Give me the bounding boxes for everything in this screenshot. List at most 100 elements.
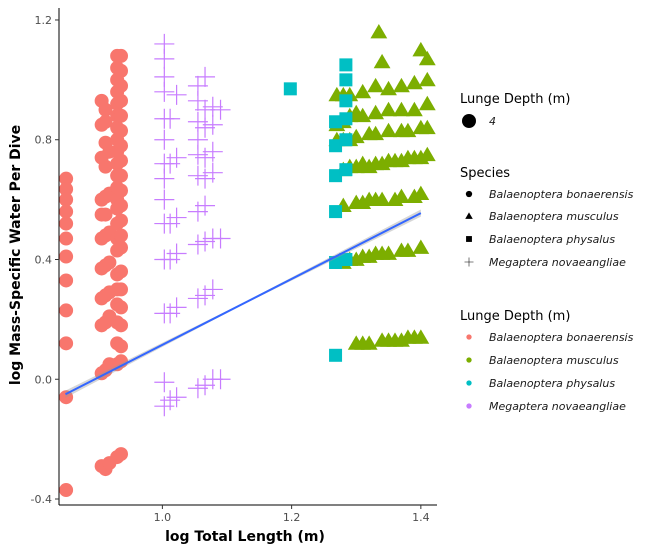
legend-label: Balaenoptera musculus — [489, 210, 619, 223]
data-point-balaenoptera-musculus — [418, 95, 436, 111]
x-tick-label: 1.4 — [412, 511, 430, 524]
data-point-balaenoptera-bonaerensis — [114, 153, 129, 168]
data-point-balaenoptera-bonaerensis — [114, 339, 129, 354]
data-point-megaptera-novaeangliae — [166, 387, 187, 408]
data-point-balaenoptera-musculus — [412, 41, 430, 57]
legend-label: Megaptera novaeangliae — [489, 400, 626, 413]
data-point-balaenoptera-bonaerensis — [114, 300, 129, 315]
data-point-balaenoptera-physalus — [329, 169, 343, 183]
data-point-megaptera-novaeangliae — [166, 84, 187, 105]
data-point-megaptera-novaeangliae — [202, 114, 223, 135]
data-point-balaenoptera-musculus — [418, 146, 436, 162]
data-point-megaptera-novaeangliae — [202, 279, 223, 300]
legend-key-triangle — [465, 212, 473, 219]
x-tick-label: 1.2 — [283, 511, 301, 524]
data-point-balaenoptera-musculus — [405, 74, 423, 90]
data-point-megaptera-novaeangliae — [154, 168, 175, 189]
data-point-megaptera-novaeangliae — [166, 243, 187, 264]
data-point-balaenoptera-bonaerensis — [114, 63, 129, 78]
data-point-megaptera-novaeangliae — [195, 231, 216, 252]
data-point-balaenoptera-bonaerensis — [98, 159, 113, 174]
data-point-megaptera-novaeangliae — [154, 189, 175, 210]
data-point-balaenoptera-musculus — [412, 329, 430, 344]
data-point-balaenoptera-bonaerensis — [114, 168, 129, 183]
data-point-balaenoptera-bonaerensis — [59, 336, 74, 351]
data-point-megaptera-novaeangliae — [154, 396, 175, 417]
data-point-megaptera-novaeangliae — [154, 48, 175, 69]
data-point-balaenoptera-musculus — [418, 50, 436, 66]
data-point-balaenoptera-bonaerensis — [59, 249, 74, 264]
legend-label: Balaenoptera physalus — [489, 377, 615, 390]
data-point-megaptera-novaeangliae — [160, 108, 181, 129]
data-point-balaenoptera-musculus — [412, 239, 430, 254]
data-point-balaenoptera-bonaerensis — [114, 123, 129, 138]
data-point-megaptera-novaeangliae — [154, 81, 175, 102]
y-axis-title: log Mass-Specific Water Per Dive — [8, 125, 24, 385]
data-point-balaenoptera-physalus — [283, 82, 297, 96]
data-point-balaenoptera-bonaerensis — [114, 228, 129, 243]
legend-label: Balaenoptera bonaerensis — [489, 331, 634, 344]
data-point-balaenoptera-musculus — [354, 107, 372, 123]
data-point-megaptera-novaeangliae — [195, 285, 216, 306]
legend-key-circle — [466, 357, 472, 363]
data-point-megaptera-novaeangliae — [195, 66, 216, 87]
data-point-balaenoptera-musculus — [370, 23, 388, 39]
data-point-balaenoptera-physalus — [339, 58, 353, 72]
data-point-balaenoptera-musculus — [373, 191, 391, 207]
data-point-balaenoptera-bonaerensis — [59, 273, 74, 288]
data-point-balaenoptera-musculus — [418, 71, 436, 87]
data-point-balaenoptera-bonaerensis — [114, 282, 129, 297]
y-tick-label: 0.8 — [35, 134, 53, 147]
data-point-balaenoptera-bonaerensis — [114, 198, 129, 213]
legend: Lunge Depth (m) 4 Species Balaenoptera bona… — [460, 92, 634, 413]
data-point-balaenoptera-musculus — [399, 242, 417, 257]
data-point-balaenoptera-physalus — [339, 163, 353, 177]
data-point-balaenoptera-bonaerensis — [98, 114, 113, 129]
legend-key-square — [466, 236, 472, 242]
legend-title: Lunge Depth (m) — [460, 92, 570, 107]
y-tick-label: 0.0 — [35, 373, 53, 386]
data-point-balaenoptera-bonaerensis — [59, 171, 74, 186]
legend-title: Lunge Depth (m) — [460, 309, 570, 324]
legend-label: Balaenoptera physalus — [489, 233, 615, 246]
data-point-megaptera-novaeangliae — [202, 162, 223, 183]
data-point-balaenoptera-musculus — [380, 122, 397, 138]
legend-shape: Species Balaenoptera bonaerensis Balaenopt… — [460, 166, 634, 269]
data-point-balaenoptera-musculus — [393, 188, 410, 204]
y-tick-label: -0.4 — [31, 493, 52, 506]
data-point-balaenoptera-bonaerensis — [114, 213, 129, 228]
data-point-balaenoptera-bonaerensis — [114, 108, 129, 123]
regression-line — [65, 212, 422, 396]
data-point-balaenoptera-bonaerensis — [114, 183, 129, 198]
data-point-balaenoptera-musculus — [412, 185, 430, 201]
data-point-balaenoptera-musculus — [373, 53, 391, 69]
data-point-balaenoptera-physalus — [329, 115, 343, 129]
data-point-balaenoptera-bonaerensis — [59, 303, 74, 318]
data-point-balaenoptera-bonaerensis — [59, 231, 74, 246]
data-point-megaptera-novaeangliae — [195, 168, 216, 189]
data-point-balaenoptera-bonaerensis — [59, 216, 74, 231]
legend-key-plus — [464, 257, 474, 267]
data-point-balaenoptera-musculus — [367, 125, 385, 141]
data-point-balaenoptera-bonaerensis — [59, 390, 74, 405]
data-point-balaenoptera-musculus — [360, 335, 378, 350]
data-point-balaenoptera-physalus — [329, 139, 343, 153]
data-point-megaptera-novaeangliae — [166, 297, 187, 318]
data-point-balaenoptera-physalus — [339, 112, 353, 126]
data-point-balaenoptera-physalus — [339, 73, 353, 87]
legend-color: Lunge Depth (m) Balaenoptera bonaerensis B… — [460, 309, 634, 413]
y-tick-label: 1.2 — [35, 14, 53, 27]
data-point-balaenoptera-musculus — [380, 80, 397, 96]
data-point-megaptera-novaeangliae — [166, 207, 187, 228]
data-point-balaenoptera-musculus — [393, 101, 410, 117]
data-point-balaenoptera-bonaerensis — [98, 102, 113, 117]
data-point-megaptera-novaeangliae — [154, 372, 175, 393]
data-point-balaenoptera-bonaerensis — [114, 318, 129, 333]
data-point-balaenoptera-bonaerensis — [114, 48, 129, 63]
data-point-balaenoptera-bonaerensis — [114, 264, 129, 279]
data-point-megaptera-novaeangliae — [195, 117, 216, 138]
data-point-balaenoptera-bonaerensis — [59, 204, 74, 219]
legend-size: Lunge Depth (m) 4 — [460, 92, 570, 128]
data-point-balaenoptera-musculus — [405, 101, 423, 117]
